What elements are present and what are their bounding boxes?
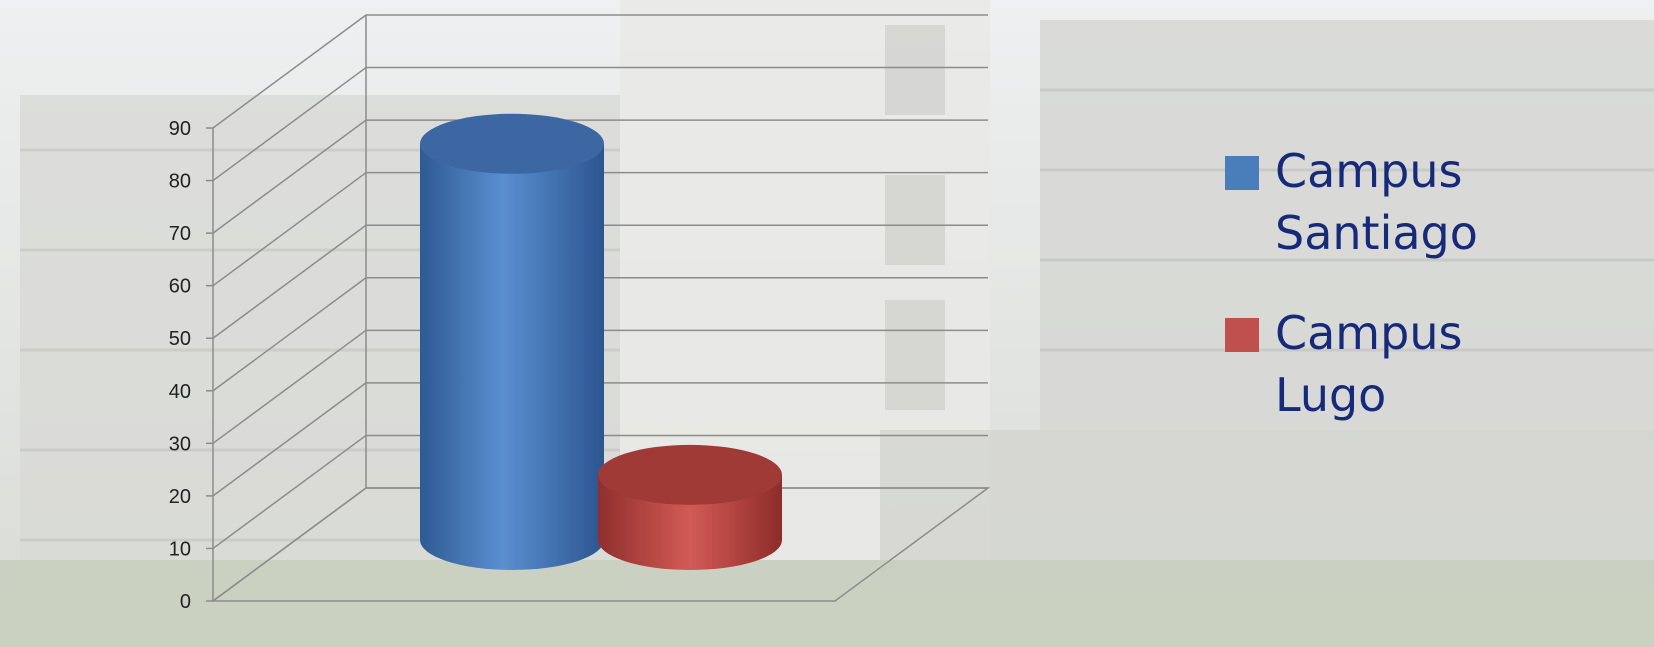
y-tick-label-0: 0 <box>180 591 191 613</box>
gridline-side-80 <box>212 66 367 182</box>
y-tick-label-20: 20 <box>169 486 191 508</box>
gridline-side-10 <box>212 434 367 550</box>
bar-campus-santiago <box>420 113 604 570</box>
y-tick-label-90: 90 <box>169 118 191 140</box>
legend-swatch-santiago <box>1225 156 1259 190</box>
gridline-side-40 <box>212 277 367 392</box>
y-axis-ticks: 0 10 20 30 40 50 60 70 80 90 <box>169 118 191 613</box>
gridline-side-50 <box>212 224 367 339</box>
y-tick-label-70: 70 <box>169 223 191 245</box>
chart-legend: Campus Santiago Campus Lugo <box>1225 140 1625 464</box>
chart-floor <box>210 487 991 602</box>
gridline-side-20 <box>212 382 367 497</box>
chart-bars <box>420 113 782 570</box>
y-tick-label-50: 50 <box>169 328 191 350</box>
y-tick-label-10: 10 <box>169 538 191 560</box>
legend-label-santiago: Campus Santiago <box>1275 144 1478 260</box>
legend-label-lugo: Campus Lugo <box>1275 306 1463 422</box>
y-tick-label-40: 40 <box>169 381 191 403</box>
gridline-side-90 <box>212 14 367 129</box>
gridline-side-70 <box>212 119 367 234</box>
y-tick-label-80: 80 <box>169 171 191 193</box>
bar-campus-santiago-body <box>420 143 604 570</box>
legend-swatch-lugo <box>1225 318 1259 352</box>
y-tick-label-30: 30 <box>169 433 191 455</box>
gridline-side-30 <box>212 329 367 444</box>
y-tick-label-60: 60 <box>169 276 191 298</box>
legend-item-santiago: Campus Santiago <box>1225 140 1625 264</box>
bar-campus-santiago-top <box>420 113 604 174</box>
bar-campus-lugo <box>598 444 782 570</box>
bar-campus-lugo-top <box>598 444 782 505</box>
gridline-side-60 <box>212 172 367 287</box>
legend-item-lugo: Campus Lugo <box>1225 302 1625 426</box>
